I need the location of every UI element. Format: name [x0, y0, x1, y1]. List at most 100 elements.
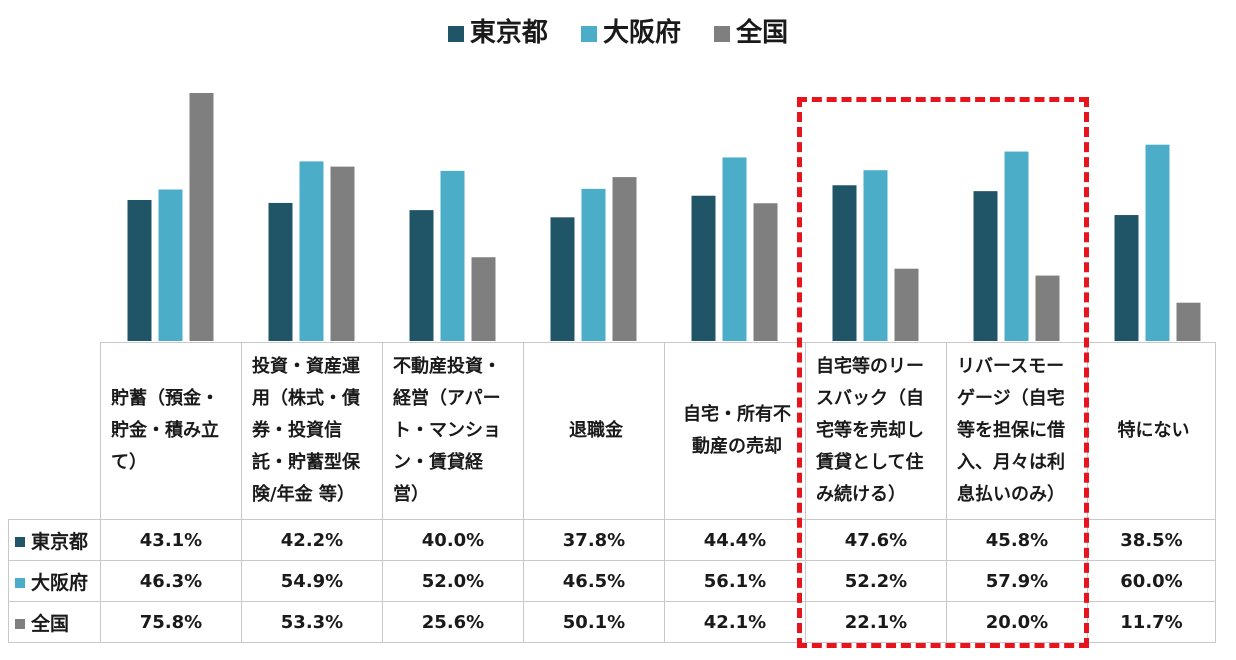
data-label-tokyo-0: 43.1% — [100, 519, 242, 561]
data-label-osaka-6: 57.9% — [946, 560, 1088, 602]
category-label-7: 特にない — [1087, 342, 1216, 520]
category-label-line: 投資・資産運 — [252, 356, 360, 377]
bar-national-0 — [189, 93, 214, 341]
legend-label-tokyo: 東京都 — [469, 18, 548, 48]
data-label-osaka-1: 54.9% — [241, 560, 383, 602]
data-label-osaka-5: 52.2% — [805, 560, 947, 602]
category-label-line: 貯金・積み立 — [111, 420, 219, 441]
row-swatch-tokyo — [15, 537, 25, 547]
category-label-line: 託・貯蓄型保 — [252, 452, 360, 473]
bar-tokyo-2 — [409, 210, 434, 341]
data-label-tokyo-1: 42.2% — [241, 519, 383, 561]
category-label-line: 用（株式・債 — [252, 388, 360, 409]
bar-osaka-2 — [440, 170, 465, 341]
legend: 東京都 大阪府 全国 — [0, 12, 1236, 49]
category-label-line: 自宅・所有不 — [683, 404, 791, 425]
row-swatch-national — [15, 619, 25, 629]
legend-swatch-national — [714, 25, 731, 42]
bar-national-4 — [753, 203, 778, 341]
bar-national-2 — [471, 257, 496, 341]
category-label-line: 等を担保に借 — [957, 420, 1065, 441]
data-label-national-1: 53.3% — [241, 601, 383, 643]
category-label-line: 貯蓄（預金・ — [111, 388, 219, 409]
category-label-line: ン・賃貸経 — [393, 452, 483, 473]
row-label-osaka: 大阪府 — [8, 560, 101, 602]
category-label-5: 自宅等のリー スバック（自 宅等を売却し 賃貸として住 み続ける） — [805, 342, 947, 520]
data-label-national-2: 25.6% — [382, 601, 524, 643]
table-row-tokyo: 東京都 43.1% 42.2% 40.0% 37.8% 44.4% 47.6% 45.8% 38… — [8, 519, 1216, 561]
category-label-1: 投資・資産運 用（株式・債 券・投資信託・貯蓄型保 険/年金 等） — [241, 342, 383, 520]
legend-item-national: 全国 — [714, 12, 788, 49]
row-label-text: 全国 — [31, 612, 70, 635]
bar-national-3 — [612, 177, 637, 341]
data-label-national-5: 22.1% — [805, 601, 947, 643]
bar-osaka-3 — [581, 188, 606, 341]
data-label-osaka-0: 46.3% — [100, 560, 242, 602]
category-label-4: 自宅・所有不 動産の売却 — [664, 342, 806, 520]
data-label-national-3: 50.1% — [523, 601, 665, 643]
category-label-line: 宅等を売却し — [816, 420, 924, 441]
legend-item-tokyo: 東京都 — [447, 12, 548, 49]
bar-national-6 — [1035, 275, 1060, 341]
category-label-line: 賃貸として住 — [816, 452, 924, 473]
row-label-text: 大阪府 — [31, 571, 89, 594]
table-row-national: 全国 75.8% 53.3% 25.6% 50.1% 42.1% 22.1% 20.0% 11.… — [8, 601, 1216, 643]
legend-label-osaka: 大阪府 — [602, 18, 681, 48]
category-label-line: み続ける） — [816, 484, 906, 505]
bar-osaka-6 — [1004, 151, 1029, 341]
data-label-osaka-7: 60.0% — [1087, 560, 1216, 602]
bar-tokyo-1 — [268, 202, 293, 341]
row-label-tokyo: 東京都 — [8, 519, 101, 561]
category-label-line: リバースモー — [957, 356, 1065, 377]
row-label-text: 東京都 — [31, 530, 89, 553]
category-label-line: 入、月々は利 — [957, 452, 1065, 473]
category-label-line: 険/年金 等） — [252, 484, 355, 505]
legend-item-osaka: 大阪府 — [580, 12, 681, 49]
data-label-osaka-4: 56.1% — [664, 560, 806, 602]
bar-tokyo-7 — [1114, 215, 1139, 341]
category-label-line: て） — [111, 452, 147, 473]
data-label-tokyo-3: 37.8% — [523, 519, 665, 561]
data-label-national-7: 11.7% — [1087, 601, 1216, 643]
category-label-line: スバック（自 — [816, 388, 924, 409]
table-corner — [8, 342, 101, 520]
category-label-line: 営） — [393, 484, 429, 505]
category-label-line: 退職金 — [569, 420, 623, 441]
bar-osaka-5 — [863, 170, 888, 341]
data-label-national-6: 20.0% — [946, 601, 1088, 643]
category-header-row: 貯蓄（預金・ 貯金・積み立 て） 投資・資産運 用（株式・債 券・投資信託・貯蓄型保 険/年… — [8, 342, 1216, 520]
category-label-line: 経営（アパー — [393, 388, 501, 409]
bar-national-1 — [330, 166, 355, 341]
bar-tokyo-4 — [691, 195, 716, 341]
data-label-national-0: 75.8% — [100, 601, 242, 643]
data-table: 貯蓄（預金・ 貯金・積み立 て） 投資・資産運 用（株式・債 券・投資信託・貯蓄型保 険/年… — [8, 342, 1216, 643]
category-label-line: 息払いのみ） — [957, 484, 1065, 505]
bar-national-7 — [1176, 302, 1201, 341]
category-label-line: 特にない — [1117, 420, 1190, 441]
category-label-3: 退職金 — [523, 342, 665, 520]
bar-tokyo-3 — [550, 217, 575, 341]
bar-osaka-4 — [722, 157, 747, 341]
bar-tokyo-5 — [832, 185, 857, 341]
data-label-tokyo-5: 47.6% — [805, 519, 947, 561]
data-label-national-4: 42.1% — [664, 601, 806, 643]
category-label-line: 自宅等のリー — [816, 356, 924, 377]
bar-osaka-7 — [1145, 144, 1170, 341]
row-swatch-osaka — [15, 578, 25, 588]
data-label-tokyo-6: 45.8% — [946, 519, 1088, 561]
category-label-line: ゲージ（自宅 — [957, 388, 1065, 409]
category-label-2: 不動産投資・ 経営（アパー ト・マンショ ン・賃貸経 営） — [382, 342, 524, 520]
bar-tokyo-0 — [127, 199, 152, 341]
category-label-line: 券・投資信 — [252, 420, 342, 441]
data-label-tokyo-4: 44.4% — [664, 519, 806, 561]
category-label-line: 動産の売却 — [692, 436, 782, 457]
data-label-tokyo-7: 38.5% — [1087, 519, 1216, 561]
bar-tokyo-6 — [973, 191, 998, 341]
legend-swatch-tokyo — [447, 25, 464, 42]
category-label-6: リバースモー ゲージ（自宅 等を担保に借 入、月々は利 息払いのみ） — [946, 342, 1088, 520]
bar-plot-area — [127, 93, 1201, 341]
data-label-tokyo-2: 40.0% — [382, 519, 524, 561]
legend-label-national: 全国 — [736, 18, 789, 48]
data-label-osaka-2: 52.0% — [382, 560, 524, 602]
category-label-line: ト・マンショ — [393, 420, 501, 441]
